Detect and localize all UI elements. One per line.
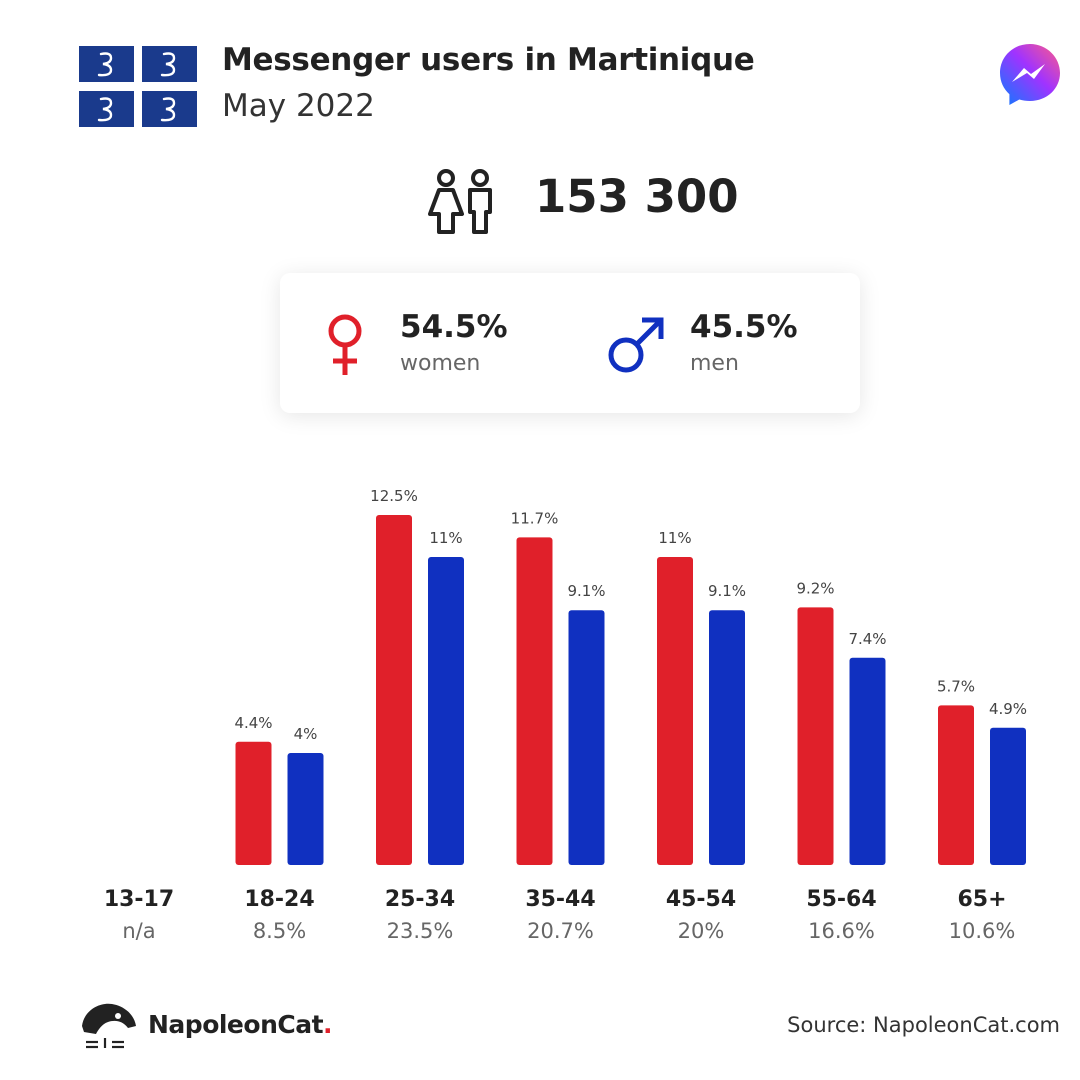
bar-women	[938, 705, 974, 865]
category-total-label: 8.5%	[253, 919, 306, 943]
bar-value-label: 9.2%	[796, 579, 834, 597]
category-label: 13-17	[104, 887, 174, 912]
bar-value-label: 5.7%	[937, 677, 975, 695]
category-label: 55-64	[806, 887, 876, 912]
bar-men	[568, 610, 605, 865]
category-label: 35-44	[525, 887, 595, 912]
gender-card: 54.5% women 45.5% men	[280, 273, 860, 413]
men-label: men	[690, 351, 739, 376]
category-total-label: 10.6%	[949, 919, 1016, 943]
brand-name-text: NapoleonCat	[148, 1010, 324, 1039]
bar-women	[235, 741, 272, 865]
category-total-label: 20.7%	[527, 919, 594, 943]
bar-value-label: 12.5%	[370, 487, 418, 505]
female-symbol-icon	[328, 314, 362, 375]
male-symbol-icon	[608, 317, 664, 373]
bar-women	[376, 515, 412, 865]
women-percentage: 54.5%	[400, 309, 508, 345]
category-total-label: 23.5%	[387, 919, 454, 943]
bar-men	[990, 727, 1026, 865]
martinique-flag-icon	[79, 46, 197, 127]
page-subtitle: May 2022	[222, 88, 375, 124]
men-percentage: 45.5%	[690, 309, 798, 345]
category-label: 25-34	[385, 887, 455, 912]
brand-dot: .	[323, 1010, 333, 1039]
bar-value-label: 4.4%	[234, 714, 272, 732]
messenger-icon	[1000, 44, 1060, 105]
bar-value-label: 11%	[429, 529, 462, 547]
brand-name: NapoleonCat.	[148, 1010, 333, 1039]
bar-value-label: 4.9%	[989, 700, 1027, 718]
bar-value-label: 11.7%	[511, 509, 559, 527]
bar-women	[797, 607, 834, 865]
napoleoncat-logo-icon	[82, 1003, 136, 1049]
people-icon	[428, 169, 492, 234]
category-label: 65+	[957, 887, 1006, 912]
bar-women	[657, 557, 693, 865]
category-total-label: n/a	[122, 919, 155, 943]
total-users: 153 300	[535, 170, 739, 223]
bar-women	[516, 537, 553, 865]
bar-value-label: 11%	[658, 529, 691, 547]
bar-men	[849, 657, 886, 865]
bar-value-label: 4%	[294, 725, 318, 743]
source-text: Source: NapoleonCat.com	[787, 1013, 1060, 1037]
women-label: women	[400, 351, 481, 376]
bar-value-label: 7.4%	[848, 630, 886, 648]
category-total-label: 20%	[678, 919, 725, 943]
category-label: 18-24	[244, 887, 314, 912]
bar-men	[287, 753, 324, 865]
page-title: Messenger users in Martinique	[222, 42, 755, 78]
category-label: 45-54	[666, 887, 736, 912]
bar-value-label: 9.1%	[567, 582, 605, 600]
bar-men	[709, 610, 745, 865]
bar-men	[428, 557, 464, 865]
bar-value-label: 9.1%	[708, 582, 746, 600]
category-total-label: 16.6%	[808, 919, 875, 943]
